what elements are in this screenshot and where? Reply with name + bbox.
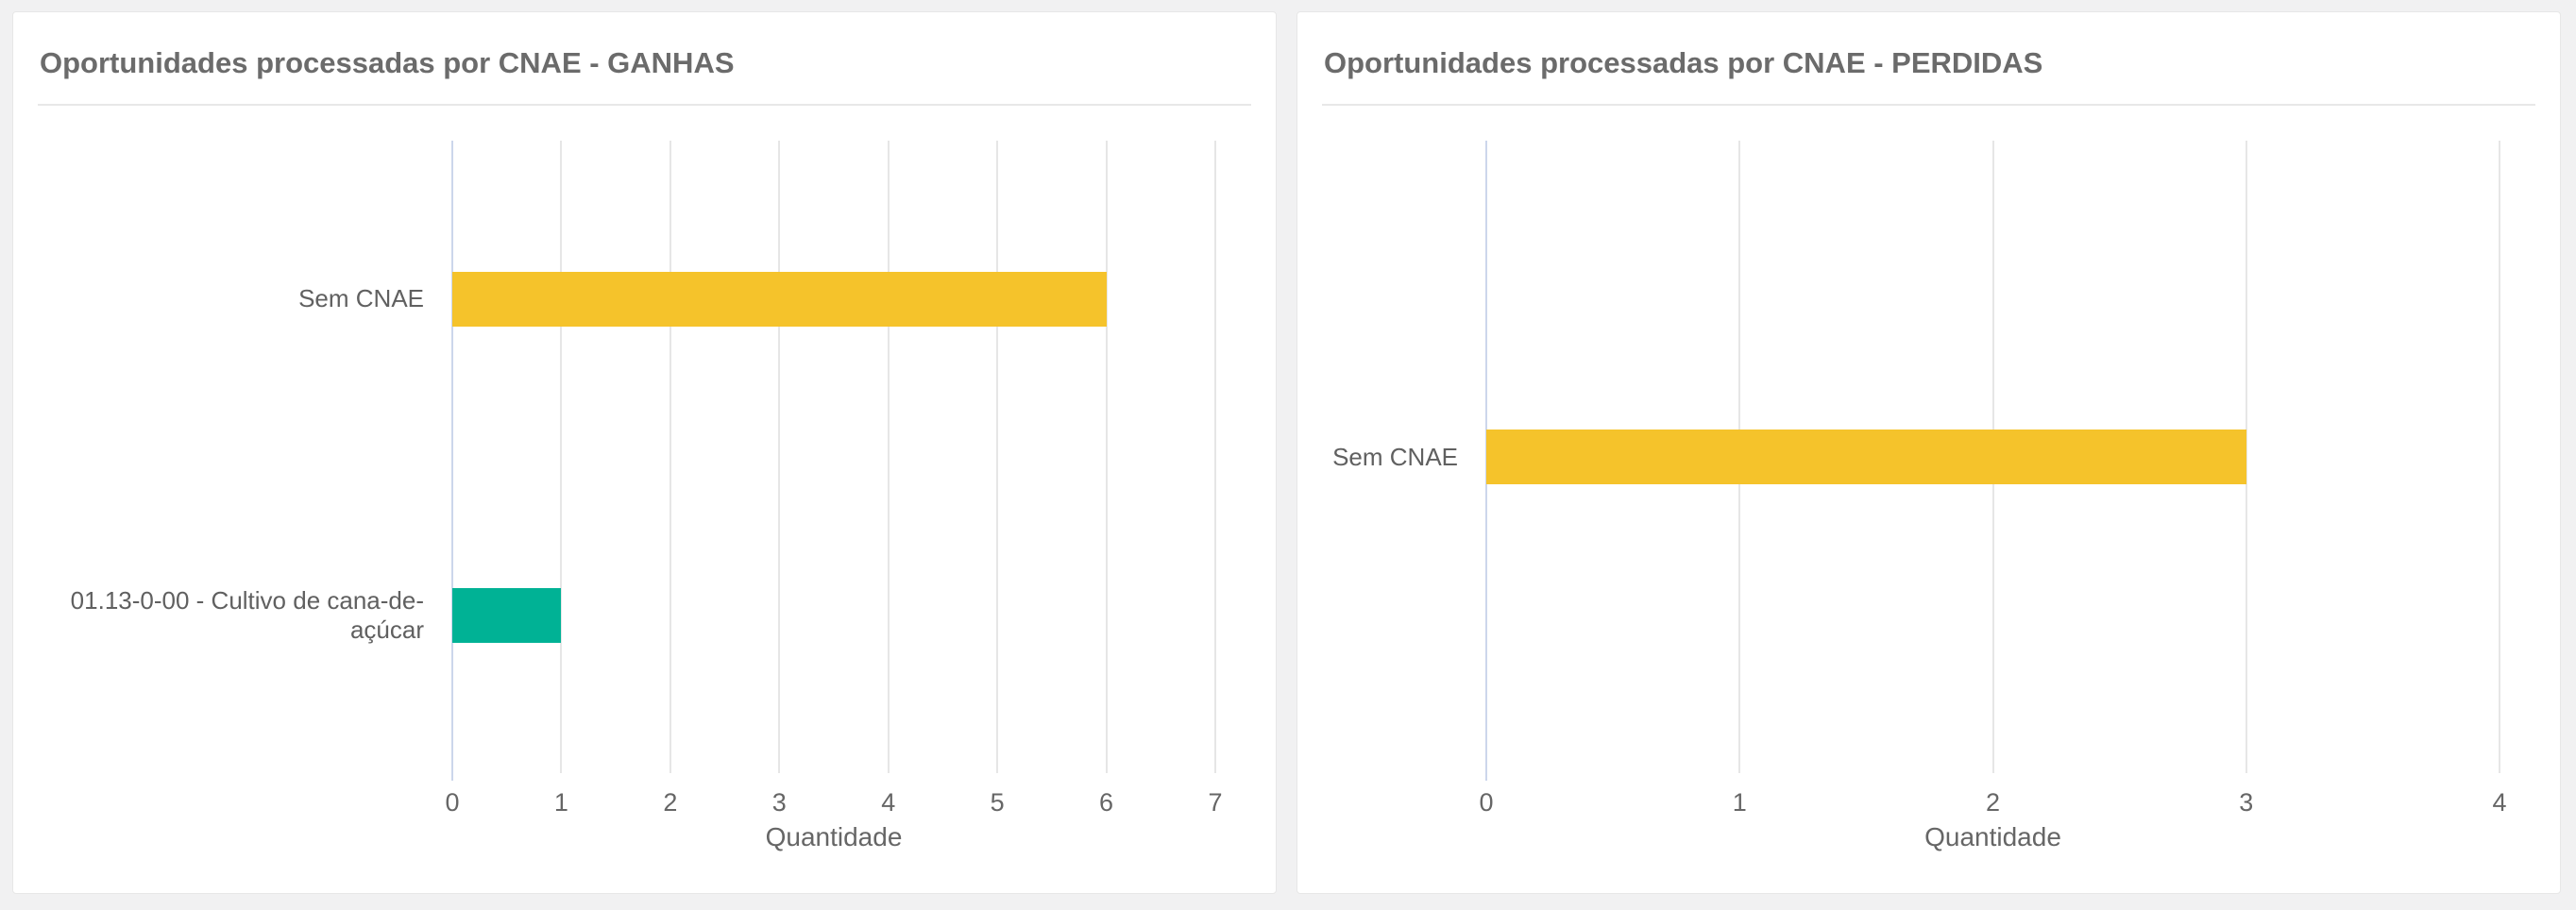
gridline	[778, 141, 781, 773]
x-tick-label: 6	[1099, 788, 1114, 817]
bar[interactable]	[452, 587, 562, 643]
x-tick-label: 1	[1732, 788, 1747, 817]
x-tick-label: 2	[663, 788, 678, 817]
gridline	[2245, 141, 2247, 773]
gridline	[1105, 141, 1108, 773]
chart-card-perdidas: Oportunidades processadas por CNAE - PER…	[1296, 11, 2561, 894]
value-axis-line	[451, 141, 453, 781]
gridline	[2499, 141, 2500, 773]
title-divider	[38, 104, 1251, 106]
bar-chart-ganhas: 0 1 2 3 4 5 6 7 Sem CNAE 01.13-0-00 - Cultivo de …	[13, 12, 1276, 893]
x-tick-label: 0	[1479, 788, 1494, 817]
chart-card-ganhas: Oportunidades processadas por CNAE - GAN…	[12, 11, 1277, 894]
bar[interactable]	[1486, 430, 2246, 484]
gridline	[887, 141, 890, 773]
x-tick-label: 4	[2492, 788, 2507, 817]
x-tick-label: 2	[1985, 788, 2001, 817]
x-tick-label: 3	[771, 788, 787, 817]
x-tick-label: 7	[1208, 788, 1223, 817]
x-tick-label: 3	[2239, 788, 2254, 817]
gridline	[996, 141, 999, 773]
category-label: 01.13-0-00 - Cultivo de cana-de-açúcar	[70, 585, 424, 644]
title-divider	[1322, 104, 2535, 106]
gridline	[669, 141, 671, 773]
chart-title-ganhas: Oportunidades processadas por CNAE - GAN…	[40, 46, 735, 79]
chart-title-perdidas: Oportunidades processadas por CNAE - PER…	[1324, 46, 2043, 79]
gridline	[560, 141, 563, 773]
x-axis-title: Quantidade	[765, 822, 903, 851]
x-tick-label: 5	[990, 788, 1005, 817]
bar-chart-perdidas: 0 1 2 3 4 Sem CNAE Quantidade	[1297, 12, 2560, 893]
gridline	[1214, 141, 1216, 773]
x-tick-label: 4	[881, 788, 896, 817]
x-tick-label: 0	[445, 788, 460, 817]
category-label: Sem CNAE	[298, 284, 424, 312]
category-label: Sem CNAE	[1332, 442, 1458, 471]
x-tick-label: 1	[553, 788, 568, 817]
x-axis-title: Quantidade	[1924, 822, 2061, 851]
bar[interactable]	[452, 271, 1107, 327]
